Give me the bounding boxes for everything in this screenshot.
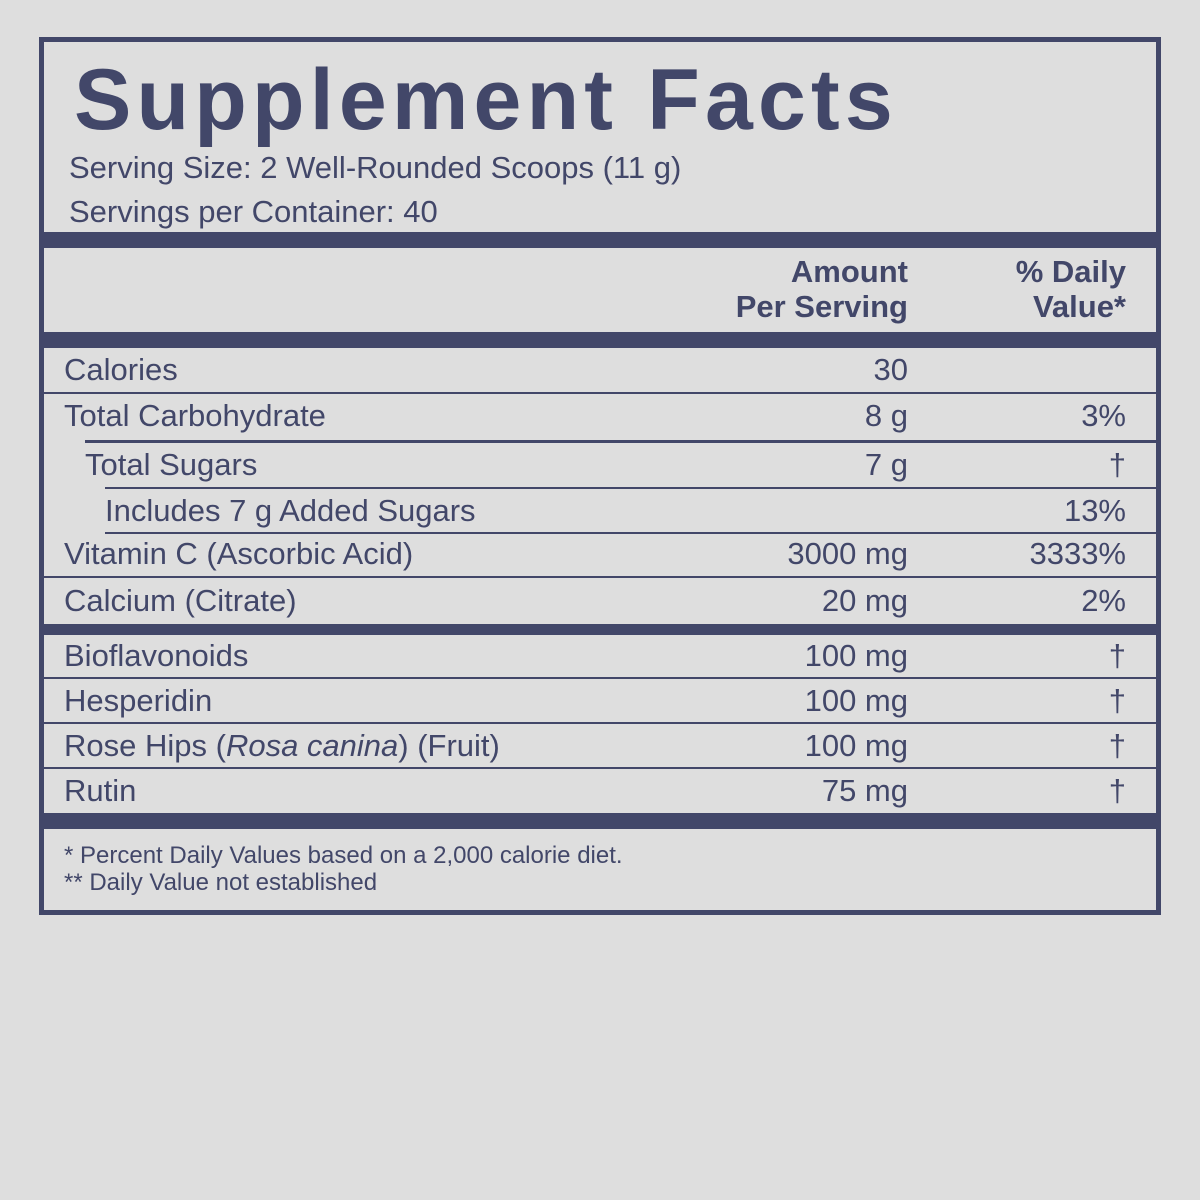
table-row: Rutin 75 mg † [44, 769, 1156, 813]
supplement-facts-panel: Supplement Facts Serving Size: 2 Well-Ro… [39, 37, 1161, 915]
panel-title: Supplement Facts [74, 52, 898, 148]
amount-header: Amount Per Serving [736, 254, 908, 324]
footnotes: * Percent Daily Values based on a 2,000 … [64, 842, 623, 896]
nutrient-name: Rose Hips (Rosa canina) (Fruit) [64, 728, 500, 764]
nutrient-amount: 20 mg [821, 583, 908, 618]
botanical-name: Rosa canina [225, 727, 399, 763]
dv-header-line2: Value* [1032, 289, 1126, 324]
table-row: Bioflavonoids 100 mg † [44, 635, 1156, 679]
nutrient-amount: 30 [873, 352, 908, 387]
table-row: Total Sugars 7 g † [85, 440, 1156, 487]
serving-size: Serving Size: 2 Well-Rounded Scoops (11 … [69, 150, 682, 185]
nutrient-name: Calories [64, 352, 178, 387]
nutrient-name: Total Sugars [85, 447, 258, 482]
nutrient-dv: † [1108, 727, 1126, 763]
nutrient-name: Calcium (Citrate) [64, 583, 297, 618]
nutrient-dv: † [1108, 638, 1126, 673]
nutrient-amount: 7 g [864, 447, 908, 482]
nutrient-dv: 13% [1063, 492, 1126, 528]
divider-thick [44, 624, 1156, 635]
table-row: Hesperidin 100 mg † [44, 679, 1156, 724]
nutrient-dv: † [1108, 447, 1126, 482]
nutrient-dv: 3% [1081, 398, 1126, 433]
table-row: Vitamin C (Ascorbic Acid) 3000 mg 3333% [44, 532, 1156, 578]
nutrient-dv: † [1108, 682, 1126, 718]
nutrient-name: Rutin [64, 773, 137, 808]
nutrient-dv: 3333% [1029, 536, 1126, 571]
table-row: Total Carbohydrate 8 g 3% [44, 394, 1156, 438]
footnote-dv: * Percent Daily Values based on a 2,000 … [64, 842, 623, 869]
divider-thick [44, 332, 1156, 348]
divider-thick [44, 813, 1156, 829]
servings-per-container: Servings per Container: 40 [69, 194, 438, 229]
dv-header-line1: % Daily [1015, 254, 1126, 289]
nutrient-amount: 100 mg [804, 638, 908, 673]
amount-header-line2: Per Serving [735, 289, 908, 324]
footnote-not-established: ** Daily Value not established [64, 869, 378, 896]
amount-header-line1: Amount [790, 254, 908, 289]
table-row: Calcium (Citrate) 20 mg 2% [44, 578, 1156, 624]
nutrient-amount: 3000 mg [787, 536, 908, 571]
nutrient-amount: 100 mg [804, 682, 908, 718]
name-part: ) (Fruit) [398, 727, 500, 763]
table-row: Calories 30 [44, 348, 1156, 394]
dv-header: % Daily Value* [1016, 254, 1126, 324]
nutrient-name: Vitamin C (Ascorbic Acid) [64, 536, 414, 571]
nutrient-name: Bioflavonoids [64, 638, 249, 673]
nutrient-dv: 2% [1081, 583, 1126, 618]
divider-thick [44, 232, 1156, 248]
nutrient-name: Hesperidin [64, 682, 213, 718]
nutrient-amount: 100 mg [804, 727, 908, 763]
table-row: Includes 7 g Added Sugars 13% [105, 487, 1156, 534]
table-row: Rose Hips (Rosa canina) (Fruit) 100 mg † [44, 724, 1156, 769]
nutrient-amount: 8 g [864, 398, 908, 433]
nutrient-amount: 75 mg [821, 773, 908, 808]
name-part: Rose Hips ( [64, 727, 226, 763]
nutrient-name: Includes 7 g Added Sugars [105, 492, 476, 528]
nutrient-dv: † [1108, 773, 1126, 808]
nutrient-name: Total Carbohydrate [64, 398, 326, 433]
